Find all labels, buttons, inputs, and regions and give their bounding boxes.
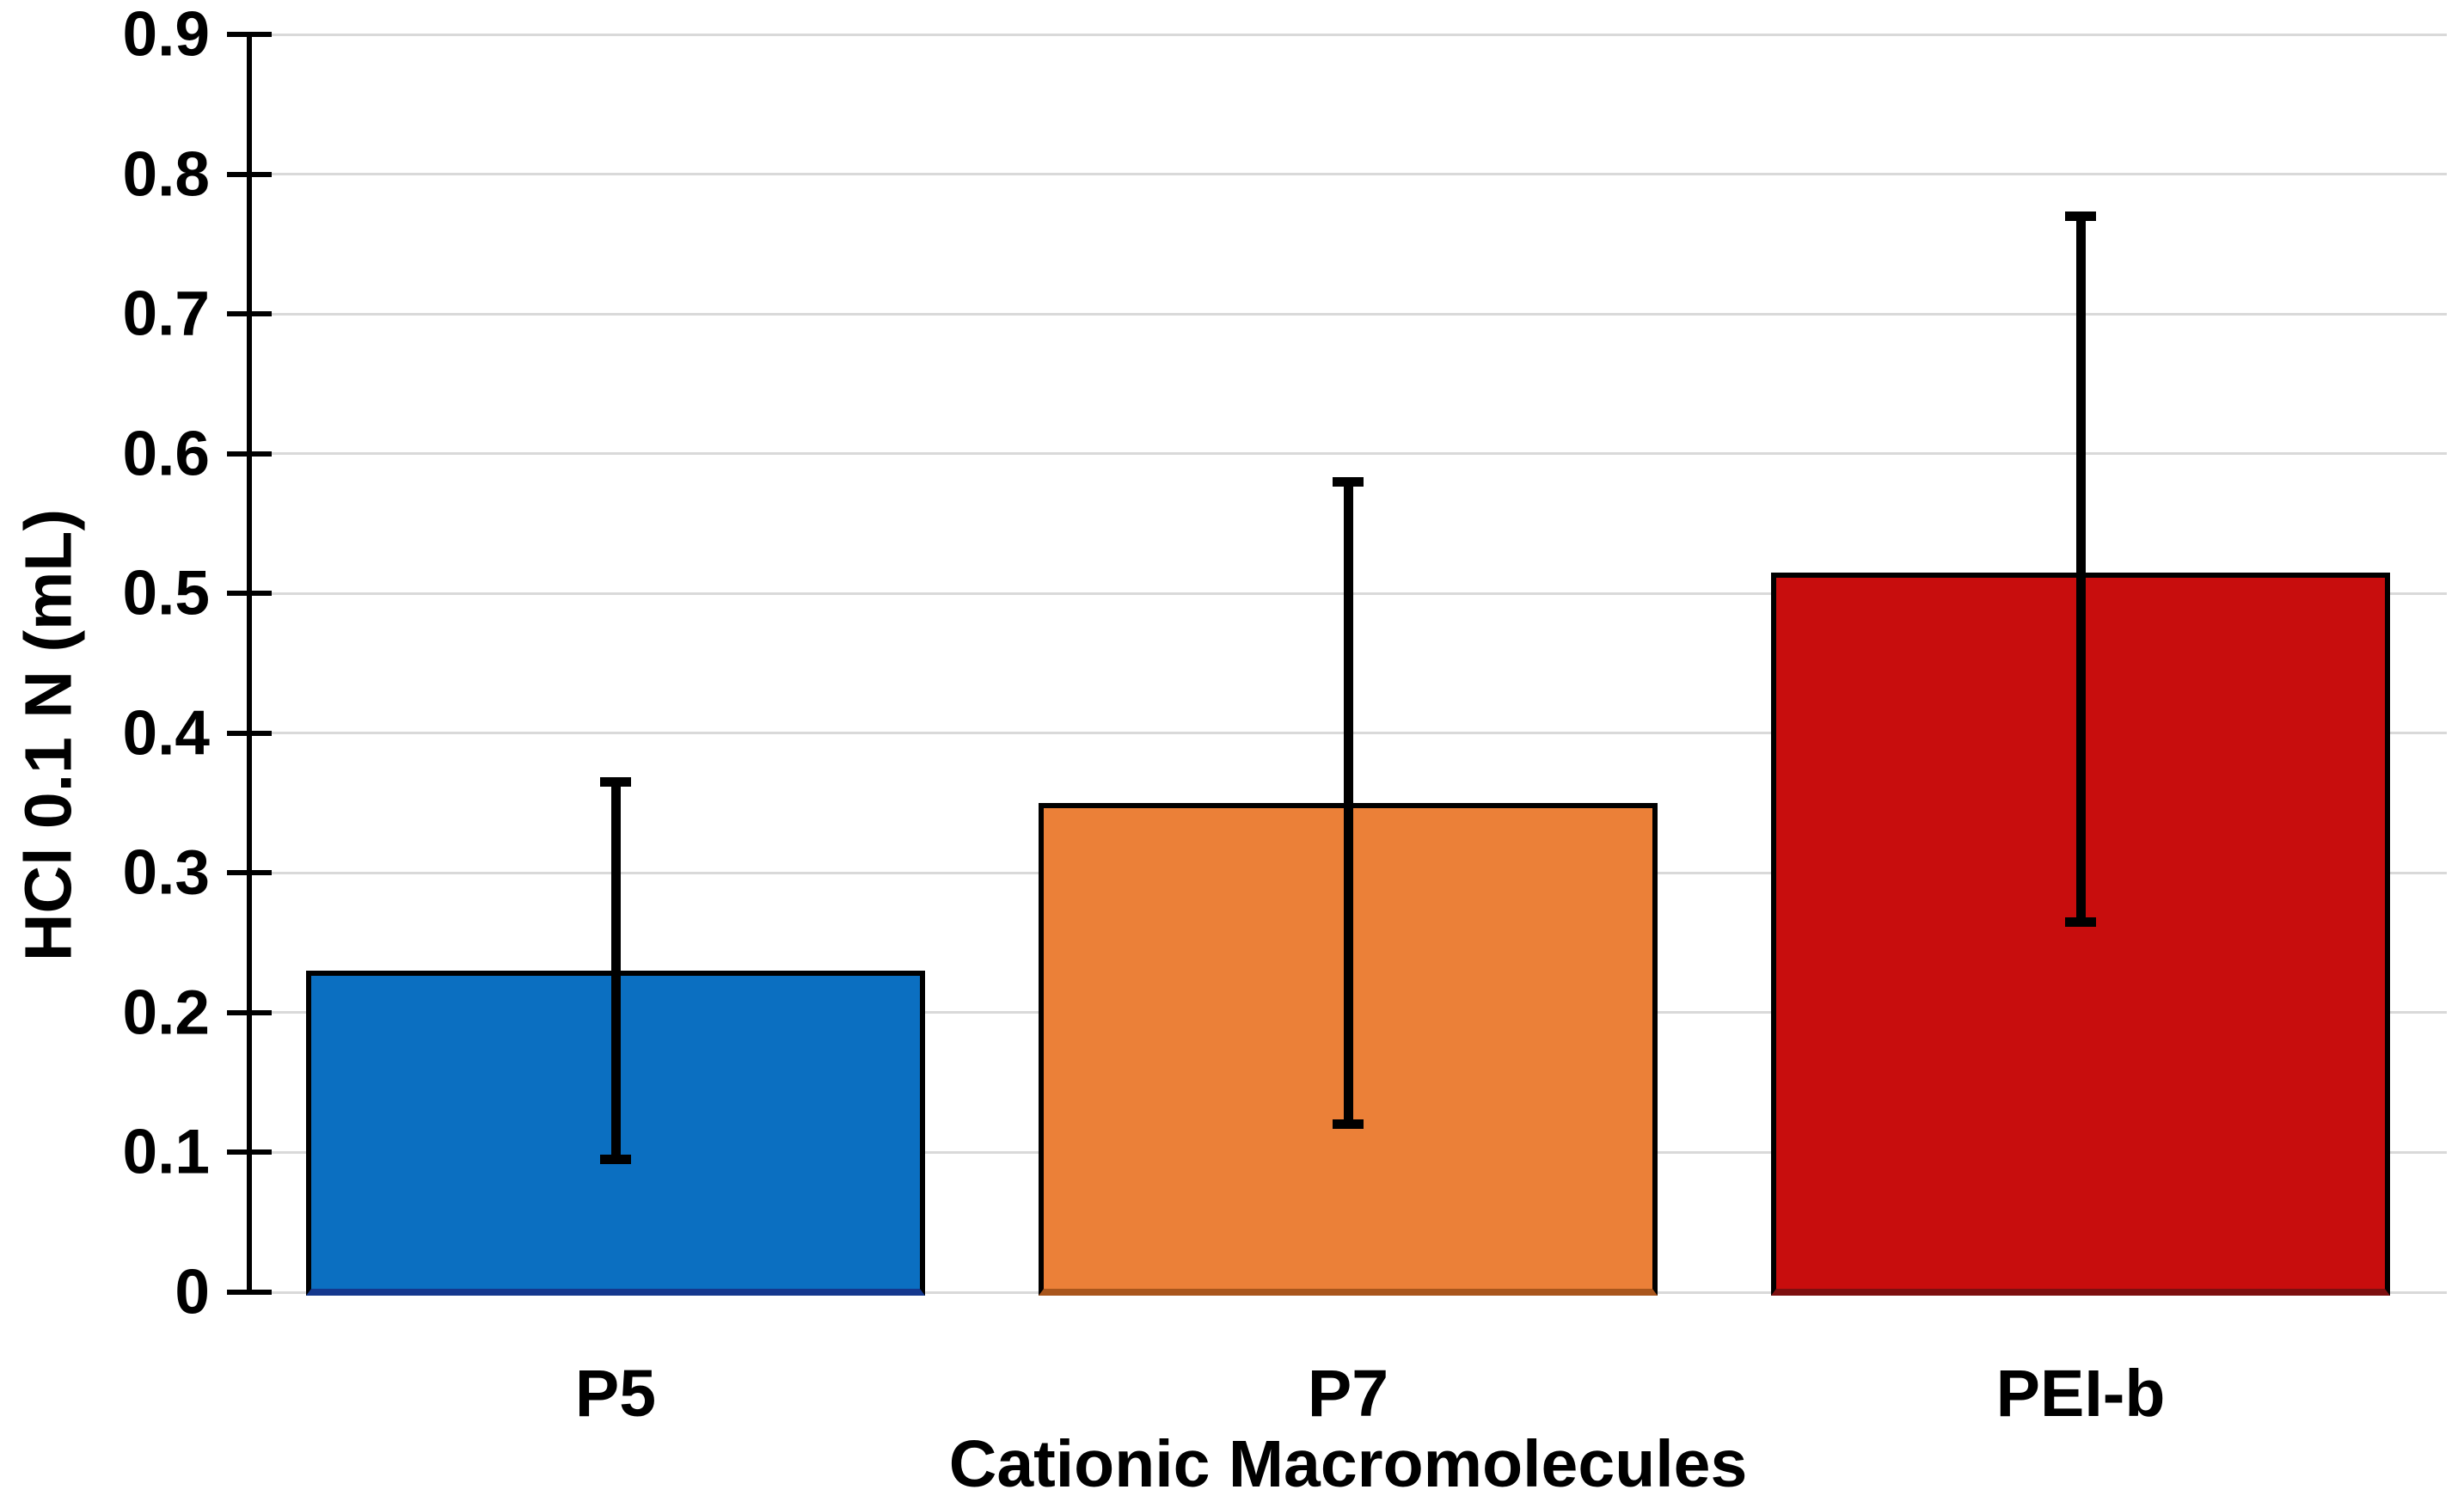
- error-bar-pei-b: [2075, 216, 2086, 923]
- gridline: [249, 312, 2447, 316]
- gridline: [249, 33, 2447, 36]
- error-bar-p7: [1343, 481, 1353, 1125]
- x-tick-label-pei-b: PEI-b: [1995, 1357, 2166, 1431]
- y-tick-label: 0.1: [122, 1117, 210, 1187]
- y-axis-title: HCl 0.1 N (mL): [11, 508, 86, 962]
- y-tick-label: 0.4: [122, 698, 210, 769]
- x-tick-label-p5: P5: [574, 1357, 657, 1431]
- error-cap-top-p5: [600, 777, 631, 788]
- x-axis-title: Cationic Macromolecules: [948, 1427, 1748, 1501]
- y-axis-line: [247, 32, 252, 1295]
- y-tick-label: 0: [175, 1257, 210, 1327]
- error-cap-bottom-p5: [600, 1155, 631, 1165]
- y-tick-label: 0.5: [122, 558, 210, 628]
- error-cap-bottom-p7: [1333, 1119, 1364, 1130]
- y-tick-label: 0.8: [122, 139, 210, 210]
- y-tick-label: 0.6: [122, 419, 210, 489]
- y-tick-label: 0.3: [122, 837, 210, 908]
- gridline: [249, 173, 2447, 176]
- y-tick-label: 0.2: [122, 978, 210, 1048]
- error-cap-top-p7: [1333, 476, 1364, 487]
- gridline: [249, 452, 2447, 456]
- y-tick-label: 0.9: [122, 0, 210, 70]
- error-cap-top-pei-b: [2065, 211, 2096, 221]
- y-tick-label: 0.7: [122, 279, 210, 349]
- error-bar-p5: [610, 782, 621, 1160]
- x-tick-label-p7: P7: [1307, 1357, 1389, 1431]
- error-cap-bottom-pei-b: [2065, 916, 2096, 927]
